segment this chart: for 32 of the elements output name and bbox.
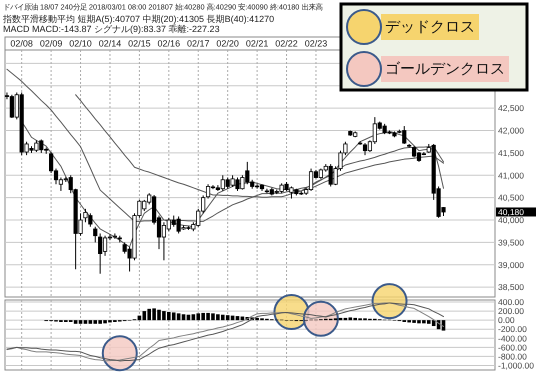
y-tick-label: 42,500 (498, 103, 524, 114)
legend-label: デッドクロス (385, 18, 475, 36)
y-tick-label: 42,000 (498, 126, 524, 136)
x-tick-label: 02/09 (40, 38, 62, 48)
x-tick-label: 02/17 (186, 38, 210, 48)
x-tick-label: 02/14 (98, 38, 122, 48)
x-tick-label: 02/22 (275, 38, 298, 48)
x-tick-label: 02/10 (69, 38, 92, 48)
y-tick-label: 200.00 (498, 306, 524, 316)
y-tick-label: -400.00 (498, 333, 528, 344)
y-tick-label: 39,000 (498, 260, 524, 270)
x-tick-label: 02/23 (304, 38, 328, 48)
x-tick-label: 02/21 (246, 38, 268, 48)
y-tick-label: 40,500 (498, 192, 524, 203)
y-tick-label: -1,000.00 (498, 360, 534, 370)
x-tick-label: 02/20 (216, 38, 239, 48)
legend-label: ゴールデンクロス (385, 60, 505, 78)
text: 40,180 (498, 206, 524, 217)
y-tick-label: 38,500 (498, 282, 524, 292)
y-tick-label: -200.00 (498, 324, 528, 334)
y-tick-label: 39,500 (498, 237, 524, 248)
chart-subtitle: 指数平滑移動平均 短期A(5):40707 中期(20):41305 長期B(40):41270 MACD MACD:-143.87 シグナル(9):83.37 乖離:-227.23 (2, 14, 274, 34)
x-tick-label: 02/15 (128, 38, 151, 48)
y-tick-label: -600.00 (498, 342, 528, 352)
x-tick-label: 02/08 (10, 38, 33, 48)
y-tick-label: 40,000 (498, 215, 524, 226)
x-tick-label: 02/16 (158, 38, 180, 48)
y-tick-label: 41,000 (498, 170, 524, 180)
y-tick-label: 41,500 (498, 148, 524, 158)
y-tick-label: 0.00 (498, 315, 515, 326)
y-tick-label: 400.00 (498, 297, 524, 308)
y-tick-label: -800.00 (498, 351, 528, 362)
